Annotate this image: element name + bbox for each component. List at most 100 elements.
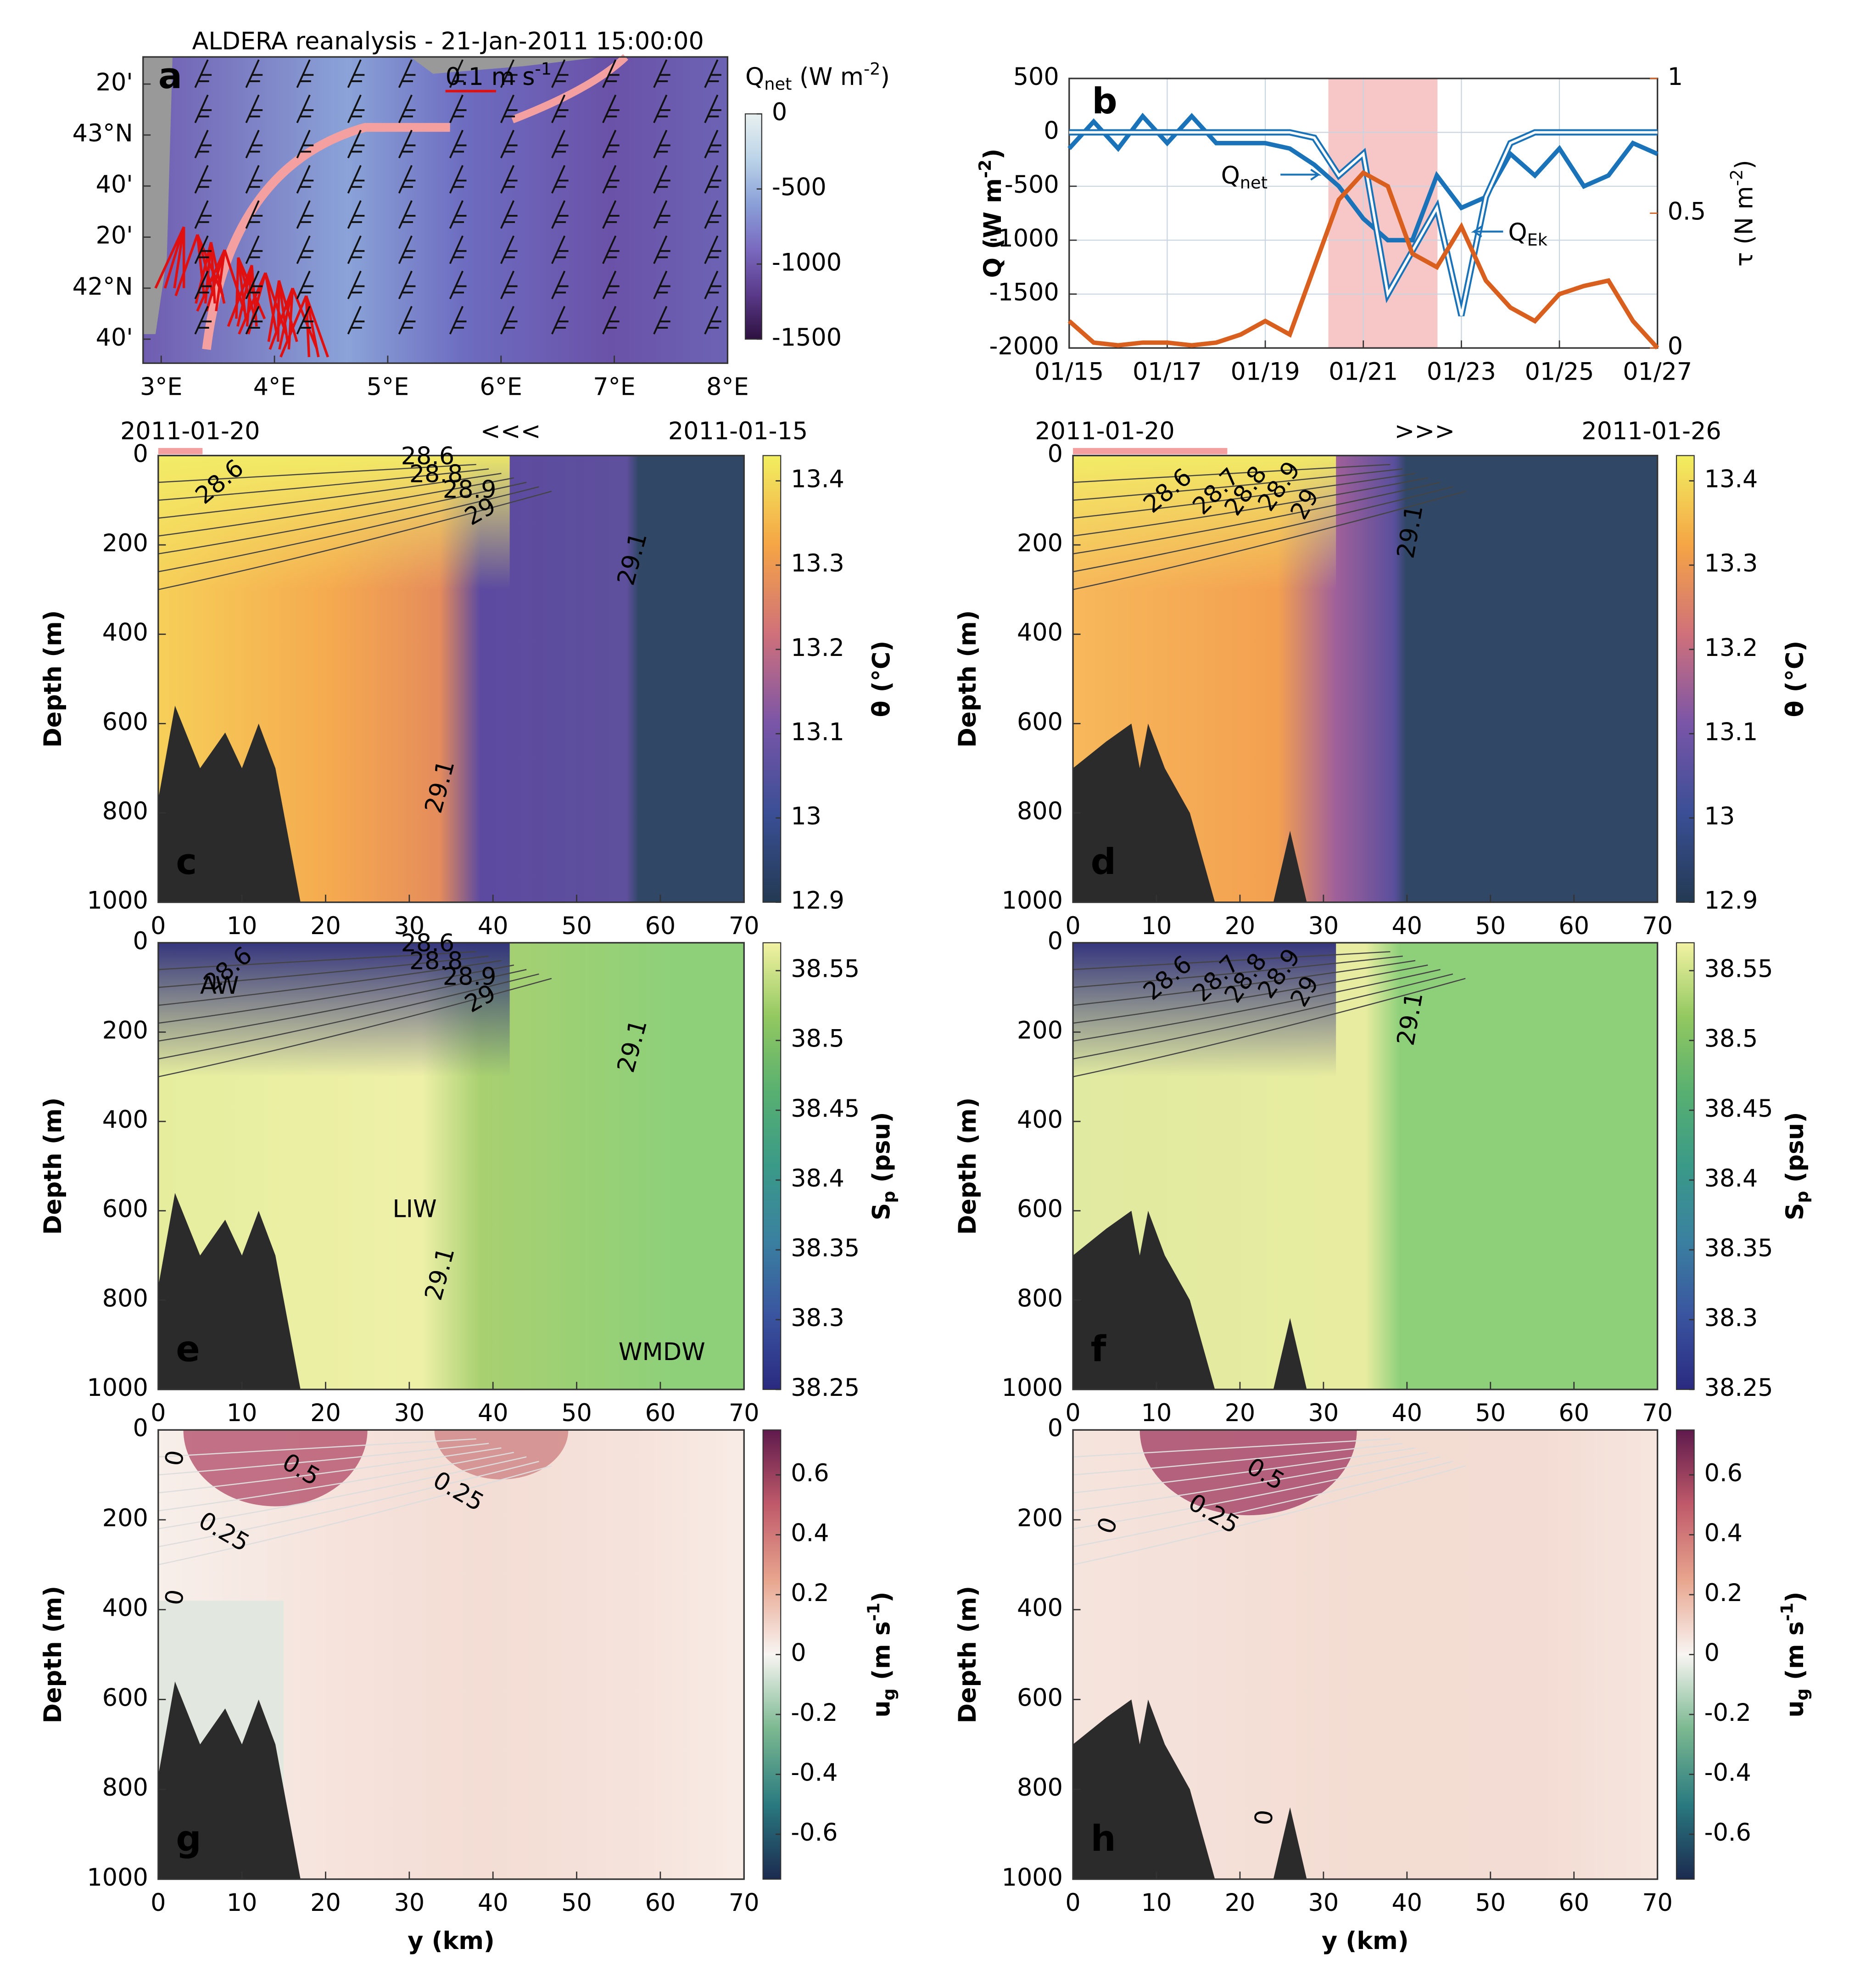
time-marker	[158, 448, 203, 454]
wind-barb	[194, 165, 212, 194]
wind-barb	[551, 270, 569, 299]
x-tick-label: 40	[1392, 1889, 1423, 1917]
x-tick-label: 60	[1558, 1889, 1589, 1917]
x-tick-label: 40	[478, 1399, 508, 1427]
wind-barb	[296, 270, 314, 299]
x-tick-label: 01/25	[1525, 358, 1594, 386]
wind-barb	[347, 165, 365, 194]
contour-line	[158, 1461, 539, 1547]
contour-line	[158, 1447, 502, 1494]
contour-line	[1073, 473, 1416, 519]
bathymetry	[158, 1193, 301, 1390]
y-tick-label: 800	[1017, 1284, 1063, 1312]
wind-barb	[602, 200, 620, 229]
contour-line	[158, 964, 514, 1024]
x-tick-label: 70	[729, 1889, 760, 1917]
y-tick-label: 0	[1044, 117, 1059, 145]
wind-barb	[398, 235, 416, 264]
y-tick-label: 20'	[96, 68, 133, 96]
wind-barb	[398, 95, 416, 123]
x-tick-label: 20	[1225, 1889, 1256, 1917]
contour-line	[1073, 1443, 1403, 1476]
water-mass-label: LIW	[392, 1195, 436, 1223]
y2-axis-label-part: )	[1731, 160, 1759, 169]
x-tick-label: 01/23	[1427, 358, 1496, 386]
y-tick-label: 42°N	[73, 273, 133, 301]
wind-barb	[398, 165, 416, 194]
contour-line	[158, 468, 489, 501]
wind-barb	[296, 200, 314, 229]
x-tick-label: 6°E	[480, 373, 522, 401]
colorbar	[762, 942, 782, 1390]
colorbar-tick-label: 38.25	[1704, 1374, 1773, 1402]
x-tick-label: 30	[1308, 912, 1339, 940]
wind-barb	[347, 270, 365, 299]
bathymetry	[158, 1681, 301, 1879]
x-tick-label: 10	[227, 1889, 257, 1917]
wind-barb	[296, 95, 314, 123]
y-axis-label-part: )	[979, 149, 1007, 160]
y-tick-label: 800	[102, 1284, 148, 1312]
colorbar-tick-label: 38.45	[1704, 1095, 1773, 1123]
section-date: 2011-01-26	[1581, 417, 1721, 445]
y-axis-label-part: Q (W m	[979, 178, 1007, 278]
current-vector	[238, 272, 267, 335]
current-vector	[305, 295, 320, 358]
wind-barb	[245, 235, 263, 264]
contour-line	[1073, 1461, 1453, 1547]
wind-barb	[449, 129, 467, 159]
panel-label: e	[176, 1328, 200, 1370]
wind-barb	[602, 59, 620, 88]
panel-label: h	[1091, 1818, 1116, 1859]
x-tick-label: 60	[1558, 1399, 1589, 1427]
x-tick-label: 30	[394, 912, 425, 940]
y-tick-label: 40'	[96, 170, 133, 198]
x-tick-label: 60	[645, 1889, 676, 1917]
x-axis-label: y (km)	[1322, 1927, 1409, 1955]
axes-frame	[1072, 454, 1659, 903]
colorbar-tick-label: 0.2	[791, 1579, 829, 1607]
water-mass-label: WMDW	[619, 1338, 705, 1366]
colorbar-tick-label: 38.5	[1704, 1025, 1758, 1053]
wind-barb	[245, 306, 263, 335]
x-tick-label: 30	[1308, 1399, 1339, 1427]
current-vector	[237, 257, 247, 319]
y-tick-label: -500	[1005, 171, 1059, 199]
y-axis-label: Depth (m)	[39, 1098, 67, 1235]
y2-tick-label: 1	[1668, 63, 1683, 91]
wind-barb	[602, 95, 620, 123]
x-tick-label: 50	[561, 912, 592, 940]
wind-barb	[500, 129, 518, 159]
contour-label: 28.8	[409, 460, 463, 488]
colorbar-label-part: θ (°C)	[867, 641, 895, 717]
contour-line	[1073, 1451, 1428, 1512]
wind-barb	[551, 200, 569, 229]
x-tick-label: 30	[1308, 1889, 1339, 1917]
label-arrow	[1471, 225, 1503, 238]
field-surface	[1073, 455, 1336, 590]
wind-barb	[500, 306, 518, 335]
wind-barb	[449, 95, 467, 123]
y-axis-label: Depth (m)	[39, 610, 67, 748]
wind-barb	[602, 165, 620, 194]
x-tick-label: 50	[1475, 912, 1506, 940]
y-tick-label: 800	[1017, 1774, 1063, 1802]
current-vector	[215, 249, 226, 312]
colorbar-tick-label: 13	[791, 802, 821, 830]
x-tick-label: 10	[227, 1399, 257, 1427]
wind-barb	[245, 95, 263, 123]
wind-barb	[704, 129, 721, 159]
colorbar-label-part: )	[1781, 1591, 1809, 1602]
current-vector	[205, 249, 226, 312]
section-field	[1073, 942, 1658, 1390]
x-axis-label: y (km)	[408, 1927, 495, 1955]
wind-barb	[245, 129, 263, 159]
panel-label: g	[176, 1818, 201, 1859]
field-core	[1139, 1430, 1357, 1516]
contour-line	[1073, 482, 1441, 554]
y-tick-label: 200	[1017, 529, 1063, 557]
wind-barb	[551, 306, 569, 335]
contour-label: 28.6	[401, 442, 455, 470]
colorbar	[1676, 455, 1695, 903]
wind-barb	[704, 200, 721, 229]
